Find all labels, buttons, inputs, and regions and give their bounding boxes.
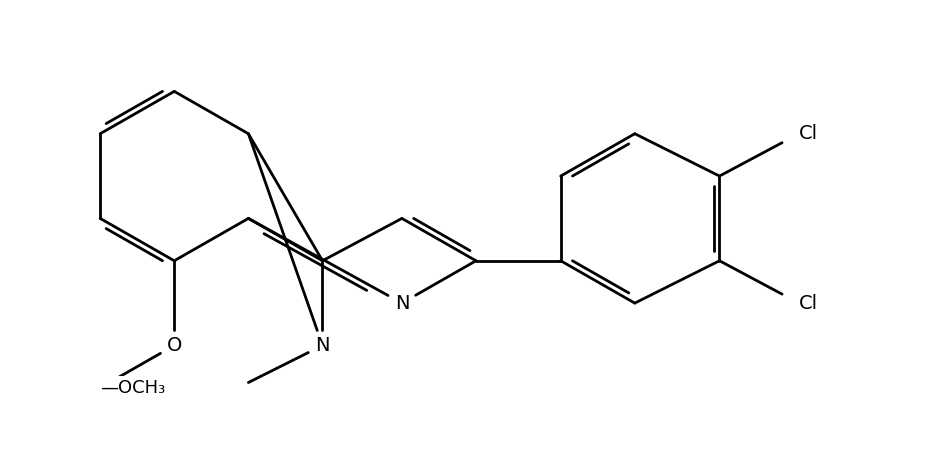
Text: N: N xyxy=(395,294,409,313)
Text: —OCH₃: —OCH₃ xyxy=(100,379,166,397)
Text: O: O xyxy=(167,336,182,355)
Text: Cl: Cl xyxy=(799,124,818,143)
Text: N: N xyxy=(315,336,329,355)
Text: Cl: Cl xyxy=(799,294,818,313)
